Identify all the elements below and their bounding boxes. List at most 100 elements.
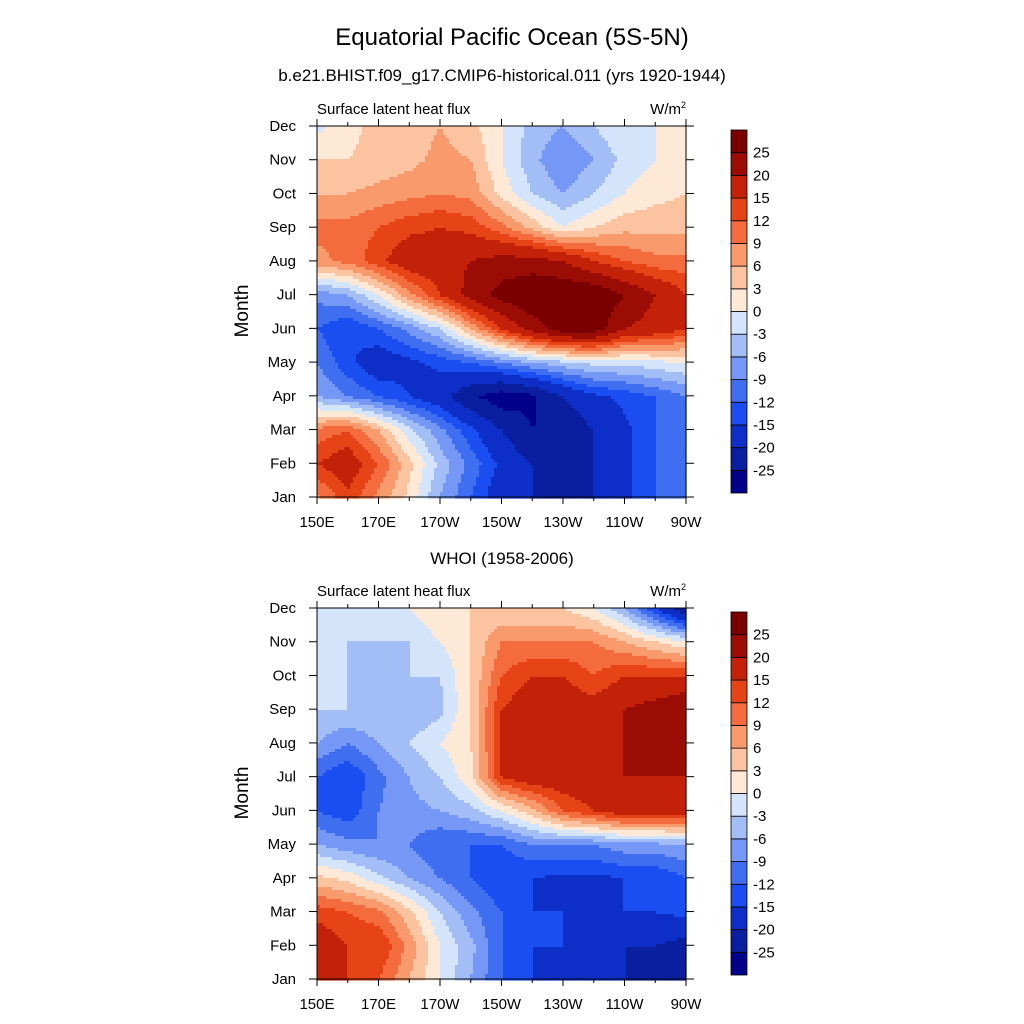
heatmap-cell: [494, 162, 498, 166]
heatmap-cell: [680, 174, 684, 178]
heatmap-cell: [479, 159, 483, 163]
heatmap-cell: [386, 144, 390, 148]
heatmap-cell: [530, 132, 534, 136]
heatmap-cell: [497, 141, 501, 145]
heatmap-cell: [497, 174, 501, 178]
heatmap-cell: [320, 168, 324, 172]
heatmap-cell: [491, 177, 495, 181]
heatmap-cell: [494, 159, 498, 163]
heatmap-cell: [623, 141, 627, 145]
heatmap-cell: [581, 126, 585, 130]
heatmap-cell: [410, 189, 414, 193]
heatmap-cell: [320, 132, 324, 136]
heatmap-cell: [491, 174, 495, 178]
heatmap-cell: [347, 132, 351, 136]
heatmap-cell: [458, 186, 462, 190]
heatmap-cell: [635, 135, 639, 139]
heatmap-cell: [482, 144, 486, 148]
heatmap-cell: [581, 165, 585, 169]
heatmap-cell: [656, 186, 660, 190]
heatmap-cell: [365, 144, 369, 148]
heatmap-cell: [398, 195, 402, 199]
heatmap-cell: [332, 156, 336, 160]
heatmap-cell: [461, 177, 465, 181]
heatmap-cell: [659, 150, 663, 154]
heatmap-cell: [371, 138, 375, 142]
heatmap-cell: [500, 147, 504, 151]
heatmap-cell: [647, 132, 651, 136]
heatmap-cell: [419, 180, 423, 184]
heatmap-cell: [467, 126, 471, 130]
heatmap-cell: [347, 171, 351, 175]
heatmap-cell: [455, 144, 459, 148]
heatmap-cell: [518, 171, 522, 175]
heatmap-cell: [422, 162, 426, 166]
heatmap-cell: [563, 126, 567, 130]
heatmap-cell: [326, 198, 330, 202]
heatmap-cell: [335, 201, 339, 205]
heatmap-cell: [590, 132, 594, 136]
heatmap-cell: [626, 198, 630, 202]
heatmap-cell: [434, 129, 438, 133]
heatmap-cell: [662, 135, 666, 139]
heatmap-cell: [626, 162, 630, 166]
heatmap-cell: [404, 192, 408, 196]
heatmap-cell: [428, 189, 432, 193]
heatmap-cell: [554, 144, 558, 148]
heatmap-cell: [476, 159, 480, 163]
heatmap-cell: [341, 153, 345, 157]
heatmap-cell: [482, 156, 486, 160]
heatmap-cell: [401, 162, 405, 166]
heatmap-cell: [431, 165, 435, 169]
heatmap-cell: [614, 186, 618, 190]
heatmap-cell: [590, 150, 594, 154]
heatmap-cell: [476, 144, 480, 148]
heatmap-cell: [365, 198, 369, 202]
heatmap-cell: [530, 192, 534, 196]
heatmap-cell: [572, 195, 576, 199]
heatmap-cell: [404, 168, 408, 172]
heatmap-cell: [638, 153, 642, 157]
heatmap-cell: [521, 126, 525, 130]
heatmap-cell: [443, 162, 447, 166]
heatmap-cell: [653, 129, 657, 133]
heatmap-cell: [629, 177, 633, 181]
heatmap-cell: [509, 195, 513, 199]
heatmap-cell: [359, 183, 363, 187]
heatmap-cell: [350, 168, 354, 172]
heatmap-cell: [518, 141, 522, 145]
heatmap-cell: [455, 141, 459, 145]
heatmap-cell: [674, 165, 678, 169]
heatmap-cell: [650, 168, 654, 172]
heatmap-cell: [344, 144, 348, 148]
heatmap-cell: [326, 150, 330, 154]
heatmap-cell: [539, 201, 543, 205]
heatmap-cell: [662, 141, 666, 145]
heatmap-cell: [590, 144, 594, 148]
heatmap-cell: [563, 186, 567, 190]
heatmap-cell: [668, 132, 672, 136]
heatmap-cell: [473, 144, 477, 148]
heatmap-cell: [452, 141, 456, 145]
heatmap-cell: [533, 132, 537, 136]
heatmap-cell: [512, 153, 516, 157]
heatmap-cell: [539, 168, 543, 172]
heatmap-cell: [632, 129, 636, 133]
heatmap-cell: [434, 147, 438, 151]
heatmap-cell: [539, 165, 543, 169]
heatmap-cell: [653, 195, 657, 199]
heatmap-cell: [518, 162, 522, 166]
heatmap-cell: [593, 174, 597, 178]
heatmap-cell: [635, 183, 639, 187]
heatmap-cell: [485, 153, 489, 157]
heatmap-cell: [518, 153, 522, 157]
heatmap-cell: [443, 129, 447, 133]
heatmap-cell: [620, 132, 624, 136]
heatmap-cell: [491, 132, 495, 136]
heatmap-cell: [464, 186, 468, 190]
heatmap-cell: [398, 129, 402, 133]
heatmap-cell: [596, 138, 600, 142]
heatmap-cell: [587, 132, 591, 136]
heatmap-cell: [401, 183, 405, 187]
heatmap-cell: [539, 129, 543, 133]
